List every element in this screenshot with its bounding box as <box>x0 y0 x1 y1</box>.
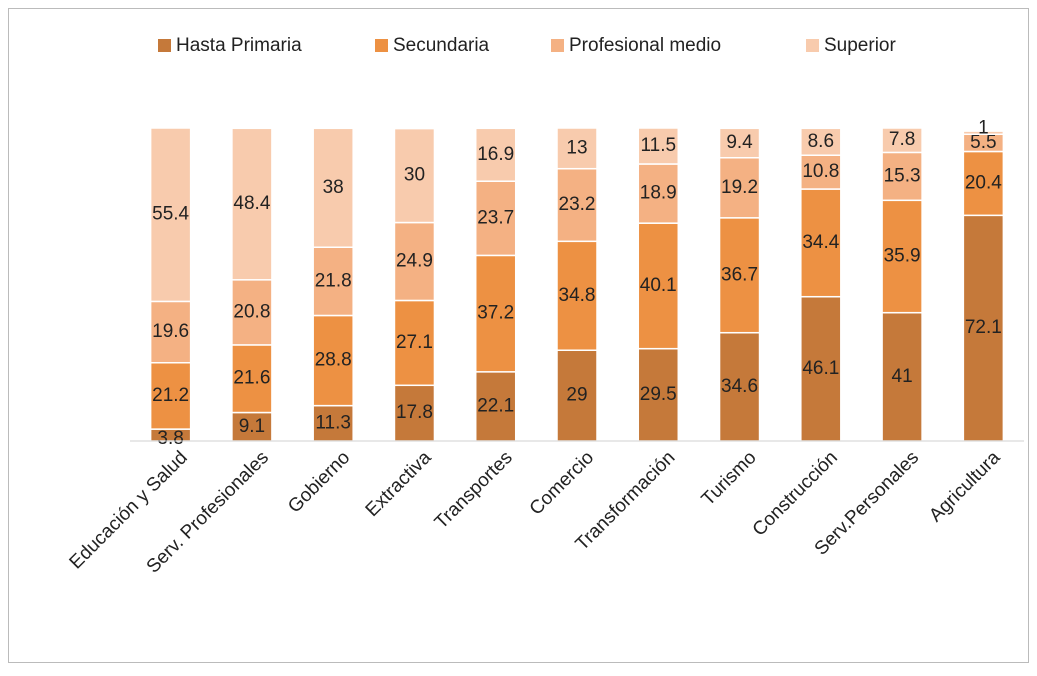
bar-segment <box>881 151 923 202</box>
data-label: 38 <box>323 177 344 198</box>
legend-label: Superior <box>824 35 896 56</box>
data-label: 35.9 <box>884 246 921 267</box>
legend-label: Secundaria <box>393 35 490 56</box>
legend-swatch <box>806 39 819 52</box>
data-label: 8.6 <box>808 131 834 152</box>
data-label: 37.2 <box>477 303 514 324</box>
bar-segment <box>637 347 680 442</box>
data-label: 34.6 <box>721 376 758 397</box>
data-label: 34.8 <box>559 285 596 306</box>
legend-label: Hasta Primaria <box>176 35 302 56</box>
data-label: 19.6 <box>152 321 189 342</box>
bar-segment <box>149 127 192 303</box>
legend-swatch <box>375 39 388 52</box>
data-label: 21.2 <box>152 385 189 406</box>
bar-segment <box>881 199 923 314</box>
data-label: 34.4 <box>802 232 839 253</box>
bar-segment <box>556 127 598 170</box>
data-label: 27.1 <box>396 332 433 353</box>
bar-segment <box>231 127 273 281</box>
data-label: 36.7 <box>721 264 758 285</box>
data-label: 19.2 <box>721 177 758 198</box>
bar-segment <box>881 127 923 154</box>
bar-segment <box>231 279 273 346</box>
bar-segment <box>962 214 1005 442</box>
data-label: 29.5 <box>640 384 677 405</box>
data-label: 3.8 <box>157 428 183 449</box>
data-label: 24.9 <box>396 251 433 272</box>
bar-segment <box>718 127 761 159</box>
bar-segment <box>393 384 436 442</box>
bar-segment <box>637 163 680 224</box>
bar-segment <box>556 349 598 442</box>
data-label: 41 <box>892 366 913 387</box>
data-label: 1 <box>978 118 989 139</box>
data-label: 5.5 <box>970 132 996 153</box>
data-label: 18.9 <box>640 183 677 204</box>
bar-segment <box>312 246 354 317</box>
bar-segment <box>637 222 680 350</box>
data-label: 30 <box>404 165 425 186</box>
data-label: 16.9 <box>477 144 514 165</box>
bar-segment <box>718 217 761 334</box>
data-label: 21.6 <box>233 368 270 389</box>
bar-segment <box>149 300 192 364</box>
bar-segment <box>474 127 517 182</box>
data-label: 20.8 <box>233 301 270 322</box>
bar-segment <box>800 188 842 298</box>
bar-segment <box>556 167 598 243</box>
legend-label: Profesional medio <box>569 35 721 56</box>
data-label: 20.4 <box>965 172 1002 193</box>
data-label: 7.8 <box>889 129 915 150</box>
bar-segment <box>393 299 436 387</box>
data-label: 55.4 <box>152 204 189 225</box>
data-label: 29 <box>566 385 587 406</box>
data-label: 48.4 <box>233 193 270 214</box>
data-label: 23.7 <box>477 207 514 228</box>
data-label: 21.8 <box>315 270 352 291</box>
bar-segment <box>556 240 598 351</box>
data-label: 22.1 <box>477 395 514 416</box>
data-label: 17.8 <box>396 402 433 423</box>
bar-segment <box>474 371 517 442</box>
data-label: 10.8 <box>802 161 839 182</box>
legend-swatch <box>158 39 171 52</box>
bar-segment <box>800 127 842 156</box>
data-label: 11.3 <box>315 412 351 433</box>
data-label: 40.1 <box>640 275 677 296</box>
bar-segment <box>312 127 354 249</box>
bar-segment <box>393 127 436 224</box>
data-label: 15.3 <box>884 165 921 186</box>
data-label: 46.1 <box>802 358 839 379</box>
data-label: 9.1 <box>239 416 265 437</box>
bar-segment <box>800 154 842 190</box>
data-label: 13 <box>566 137 587 158</box>
bar-segment <box>637 127 680 165</box>
bar-segment <box>393 221 436 302</box>
legend-swatch <box>551 39 564 52</box>
bar-segment <box>962 130 1005 136</box>
data-label: 28.8 <box>315 350 352 371</box>
bar-segment <box>474 254 517 373</box>
bar-segment <box>881 311 923 442</box>
data-label: 23.2 <box>559 194 596 215</box>
data-label: 11.5 <box>640 135 676 156</box>
data-label: 9.4 <box>726 132 753 153</box>
data-label: 72.1 <box>965 317 1002 338</box>
